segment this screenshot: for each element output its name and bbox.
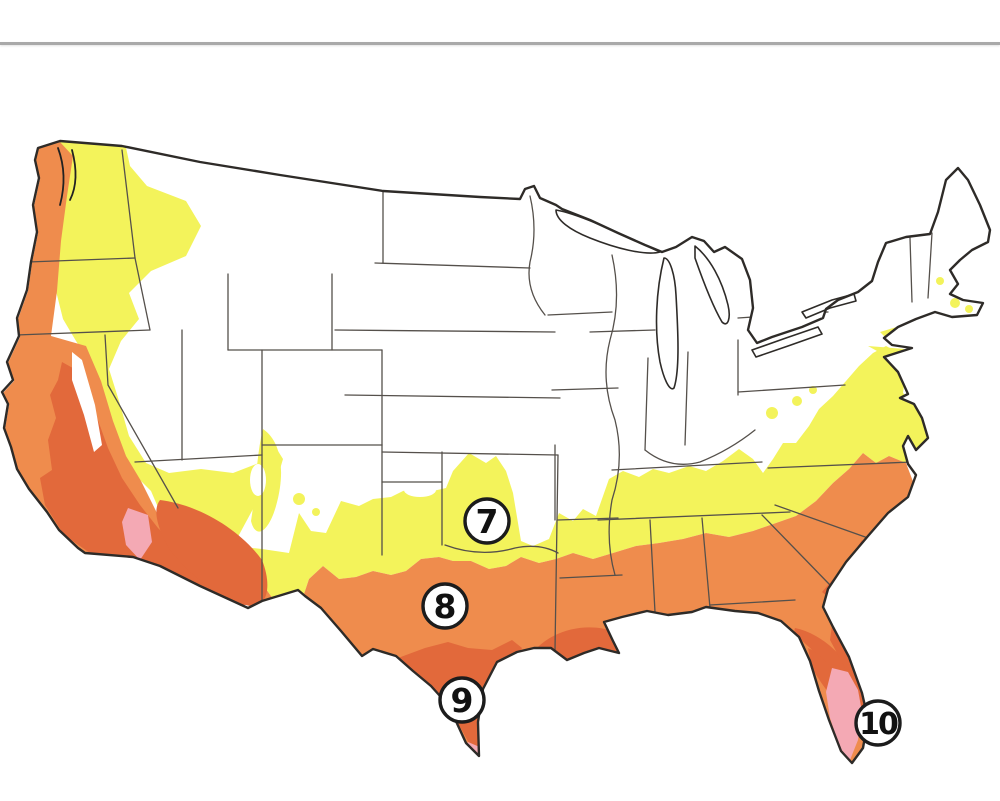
- zone-9-region-arizona: [156, 500, 268, 607]
- top-divider-line: [0, 42, 1000, 45]
- zone-7-region-south: [233, 346, 929, 613]
- lake-huron: [694, 245, 730, 325]
- zone-10-marker: 10: [854, 699, 902, 747]
- state-borders: [15, 149, 933, 651]
- puget-sound-inlets: [57, 147, 77, 206]
- zone-10-region-colorado-river: [122, 508, 152, 560]
- zone-7-marker-circle: [463, 497, 511, 545]
- zone-8-marker-label: 8: [434, 587, 457, 626]
- zone-10-marker-circle: [854, 699, 902, 747]
- zone-8-marker: 8: [421, 582, 469, 630]
- zone-9-marker-label: 9: [451, 681, 474, 720]
- zone-8-marker-circle: [421, 582, 469, 630]
- zone-10-region-south-florida: [826, 668, 862, 760]
- zone-9-marker: 9: [438, 676, 486, 724]
- lake-erie: [751, 326, 823, 358]
- zone-7-region-long-island: [868, 346, 905, 356]
- zone-7-marker-label: 7: [476, 502, 499, 541]
- zone-10-marker-label: 10: [859, 707, 898, 742]
- zone-8-region-west-coast: [3, 141, 166, 557]
- us-outline: [0, 139, 992, 765]
- zone-9-marker-circle: [438, 676, 486, 724]
- zone-7-marker: 7: [463, 497, 511, 545]
- zone-7-region-west: [49, 141, 283, 546]
- lake-michigan: [655, 257, 679, 390]
